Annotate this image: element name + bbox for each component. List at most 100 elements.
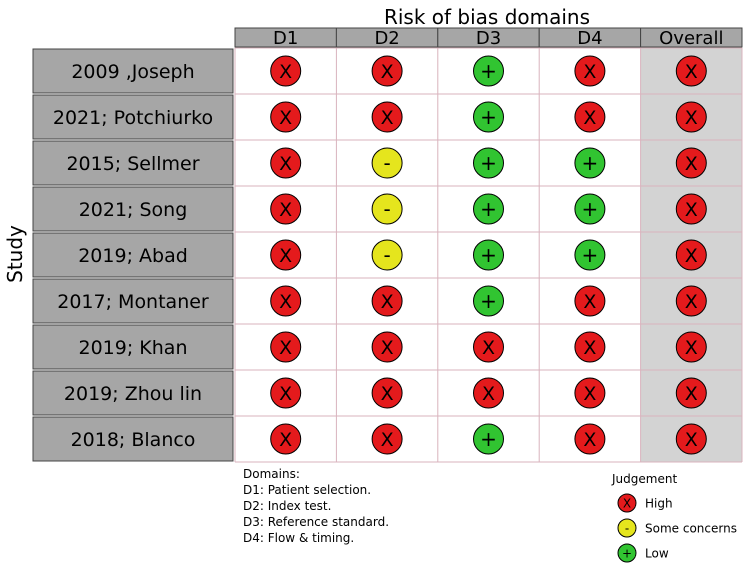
judgement-symbol: X <box>583 337 596 359</box>
judgement-dot-high <box>675 55 707 87</box>
judgement-dot-low <box>473 285 504 317</box>
legend-dot-low <box>617 543 637 563</box>
judgement-symbol: X <box>685 107 698 129</box>
judgement-legend-title: Judgement <box>611 472 677 486</box>
judgement-dot-high <box>574 101 606 133</box>
judgement-symbol: X <box>381 107 394 129</box>
judgement-symbol: X <box>279 429 292 451</box>
judgement-symbol: - <box>383 243 390 267</box>
judgement-symbol: X <box>685 383 698 405</box>
domains-legend: Domains: D1: Patient selection. D2: Inde… <box>243 466 389 546</box>
legend-symbol: - <box>625 522 629 536</box>
judgement-dot-some <box>371 239 403 271</box>
study-label: 2015; Sellmer <box>66 153 199 175</box>
judgement-symbol: X <box>279 291 292 313</box>
judgement-dot-high <box>473 377 504 409</box>
domain-legend-d2: D2: Index test. <box>243 499 332 513</box>
legend-dot-some <box>617 518 637 538</box>
study-label: 2021; Song <box>79 199 188 221</box>
judgement-symbol: X <box>685 153 698 175</box>
judgement-symbol: + <box>582 151 599 175</box>
domain-legend-d3: D3: Reference standard. <box>243 515 390 529</box>
judgement-symbol: X <box>279 383 292 405</box>
judgement-dot-high <box>574 55 606 87</box>
judgement-dot-high <box>270 147 302 179</box>
judgement-symbol: + <box>480 289 497 313</box>
column-header-d3: D3 <box>476 28 501 49</box>
judgement-dot-high <box>371 285 403 317</box>
judgement-symbol: X <box>381 383 394 405</box>
judgement-symbol: X <box>482 383 495 405</box>
study-label-box <box>32 278 234 324</box>
study-label: 2021; Potchiurko <box>53 107 213 129</box>
study-label: 2019; Abad <box>78 245 188 267</box>
study-label-box <box>32 370 234 416</box>
judgement-dots: X X + X X X X + X X X - + + X X - + + X X - + + X X X + X X X X X X X X X X X X… <box>270 55 707 455</box>
judgement-symbol: X <box>583 107 596 129</box>
judgement-dot-high <box>270 331 302 363</box>
column-header-d2: D2 <box>374 28 399 49</box>
legend-symbol: X <box>623 497 631 511</box>
judgement-dot-high <box>270 423 302 455</box>
judgement-dot-high <box>473 331 504 363</box>
domain-legend-d4: D4: Flow & timing. <box>243 531 355 545</box>
judgement-symbol: X <box>685 245 698 267</box>
judgement-symbol: + <box>480 197 497 221</box>
study-labels: 2009 ,Joseph 2021; Potchiurko 2015; Sellme… <box>32 48 234 462</box>
judgement-dot-low <box>574 239 606 271</box>
judgement-legend: Judgement X High - Some concerns + Low <box>611 472 737 563</box>
judgement-dot-low <box>473 193 504 225</box>
study-label-box <box>32 232 234 278</box>
judgement-dot-low <box>473 239 504 271</box>
judgement-dot-high <box>270 193 302 225</box>
judgement-dot-high <box>371 101 403 133</box>
judgement-dot-low <box>473 147 504 179</box>
judgement-symbol: + <box>480 151 497 175</box>
judgement-symbol: X <box>583 429 596 451</box>
judgement-dot-high <box>675 423 707 455</box>
judgement-dot-high <box>371 423 403 455</box>
judgement-dot-low <box>574 193 606 225</box>
study-label-box <box>32 186 234 232</box>
judgement-dot-high <box>675 147 707 179</box>
legend-label-some: Some concerns <box>645 522 737 536</box>
judgement-dot-low <box>473 423 504 455</box>
judgement-symbol: + <box>480 243 497 267</box>
judgement-symbol: - <box>383 197 390 221</box>
judgement-dot-high <box>270 377 302 409</box>
legend-dot-high <box>617 493 637 513</box>
study-label: 2019; Zhou lin <box>64 383 202 405</box>
judgement-dot-high <box>270 101 302 133</box>
legend-symbol: + <box>622 547 632 561</box>
judgement-symbol: + <box>480 105 497 129</box>
study-label: 2009 ,Joseph <box>71 61 194 83</box>
judgement-symbol: X <box>583 61 596 83</box>
column-header-overall: Overall <box>659 28 723 49</box>
judgement-symbol: X <box>685 199 698 221</box>
judgement-dot-high <box>675 101 707 133</box>
judgement-dot-high <box>574 377 606 409</box>
judgement-symbol: X <box>685 337 698 359</box>
judgement-dot-high <box>371 377 403 409</box>
judgement-dot-high <box>574 331 606 363</box>
judgement-symbol: + <box>582 243 599 267</box>
judgement-dot-high <box>270 239 302 271</box>
judgement-dot-low <box>473 55 504 87</box>
domain-header-row: D1 D2 D3 D4 Overall <box>234 27 743 49</box>
judgement-symbol: X <box>685 429 698 451</box>
study-label: 2017; Montaner <box>57 291 209 313</box>
judgement-dot-low <box>574 147 606 179</box>
study-label: 2018; Blanco <box>71 429 196 451</box>
judgement-symbol: X <box>279 199 292 221</box>
judgement-dot-high <box>574 285 606 317</box>
judgement-symbol: X <box>279 61 292 83</box>
judgement-symbol: X <box>381 337 394 359</box>
judgement-dot-high <box>675 193 707 225</box>
judgement-dot-high <box>371 55 403 87</box>
judgement-symbol: + <box>480 427 497 451</box>
legend-label-low: Low <box>645 547 669 561</box>
judgement-symbol: X <box>685 61 698 83</box>
judgement-symbol: X <box>482 337 495 359</box>
judgement-symbol: X <box>279 153 292 175</box>
